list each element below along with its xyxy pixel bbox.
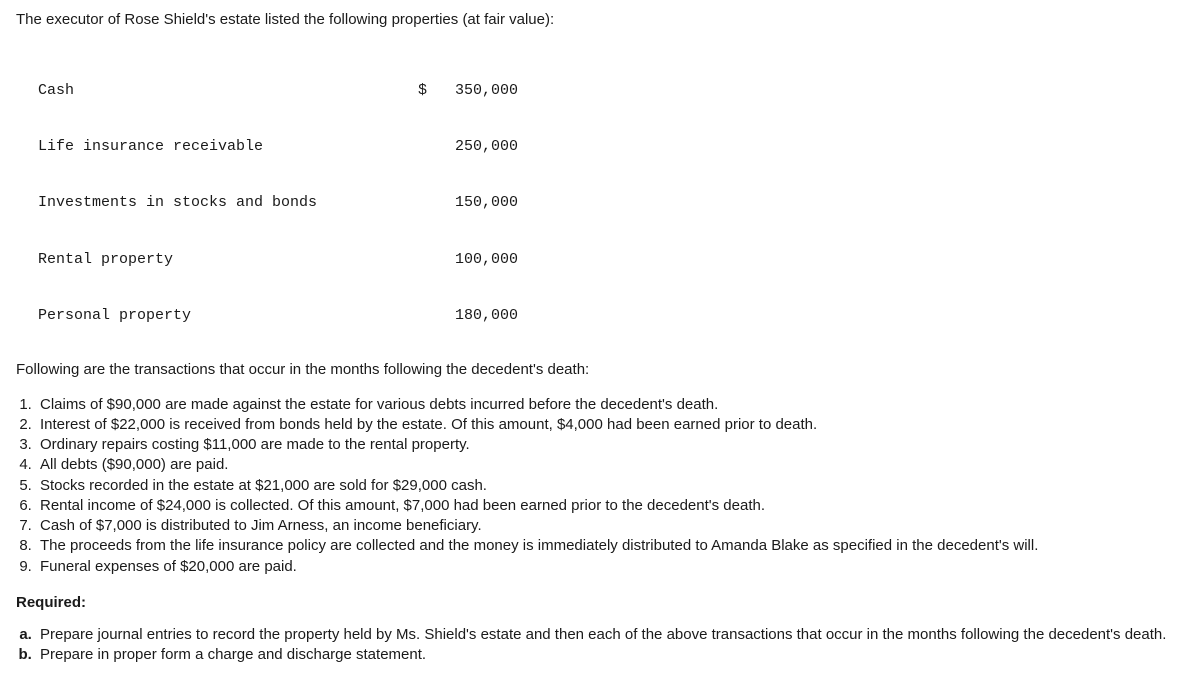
list-item: Stocks recorded in the estate at $21,000…	[36, 476, 1184, 496]
list-item: Rental income of $24,000 is collected. O…	[36, 496, 1184, 516]
list-item: Claims of $90,000 are made against the e…	[36, 395, 1184, 415]
property-label: Personal property	[38, 307, 418, 326]
property-value: 150,000	[438, 194, 518, 213]
following-text: Following are the transactions that occu…	[16, 360, 1184, 380]
required-list: Prepare journal entries to record the pr…	[16, 625, 1184, 666]
intro-text: The executor of Rose Shield's estate lis…	[16, 10, 1184, 30]
list-item: Ordinary repairs costing $11,000 are mad…	[36, 435, 1184, 455]
table-row: Rental property 100,000	[38, 251, 1184, 270]
property-table: Cash $ 350,000 Life insurance receivable…	[38, 44, 1184, 344]
table-row: Investments in stocks and bonds 150,000	[38, 194, 1184, 213]
property-label: Investments in stocks and bonds	[38, 194, 418, 213]
list-item: The proceeds from the life insurance pol…	[36, 536, 1184, 556]
property-value: 100,000	[438, 251, 518, 270]
transactions-list: Claims of $90,000 are made against the e…	[16, 395, 1184, 577]
property-value: 350,000	[438, 82, 518, 101]
property-label: Life insurance receivable	[38, 138, 418, 157]
required-heading: Required:	[16, 593, 1184, 613]
property-value: 250,000	[438, 138, 518, 157]
property-currency	[418, 307, 438, 326]
list-item: Interest of $22,000 is received from bon…	[36, 415, 1184, 435]
list-item: All debts ($90,000) are paid.	[36, 455, 1184, 475]
property-label: Rental property	[38, 251, 418, 270]
property-currency	[418, 251, 438, 270]
property-label: Cash	[38, 82, 418, 101]
list-item: Prepare in proper form a charge and disc…	[36, 645, 1184, 665]
property-currency	[418, 194, 438, 213]
table-row: Personal property 180,000	[38, 307, 1184, 326]
table-row: Cash $ 350,000	[38, 82, 1184, 101]
property-value: 180,000	[438, 307, 518, 326]
property-currency	[418, 138, 438, 157]
list-item: Prepare journal entries to record the pr…	[36, 625, 1184, 645]
property-currency: $	[418, 82, 438, 101]
list-item: Cash of $7,000 is distributed to Jim Arn…	[36, 516, 1184, 536]
table-row: Life insurance receivable 250,000	[38, 138, 1184, 157]
